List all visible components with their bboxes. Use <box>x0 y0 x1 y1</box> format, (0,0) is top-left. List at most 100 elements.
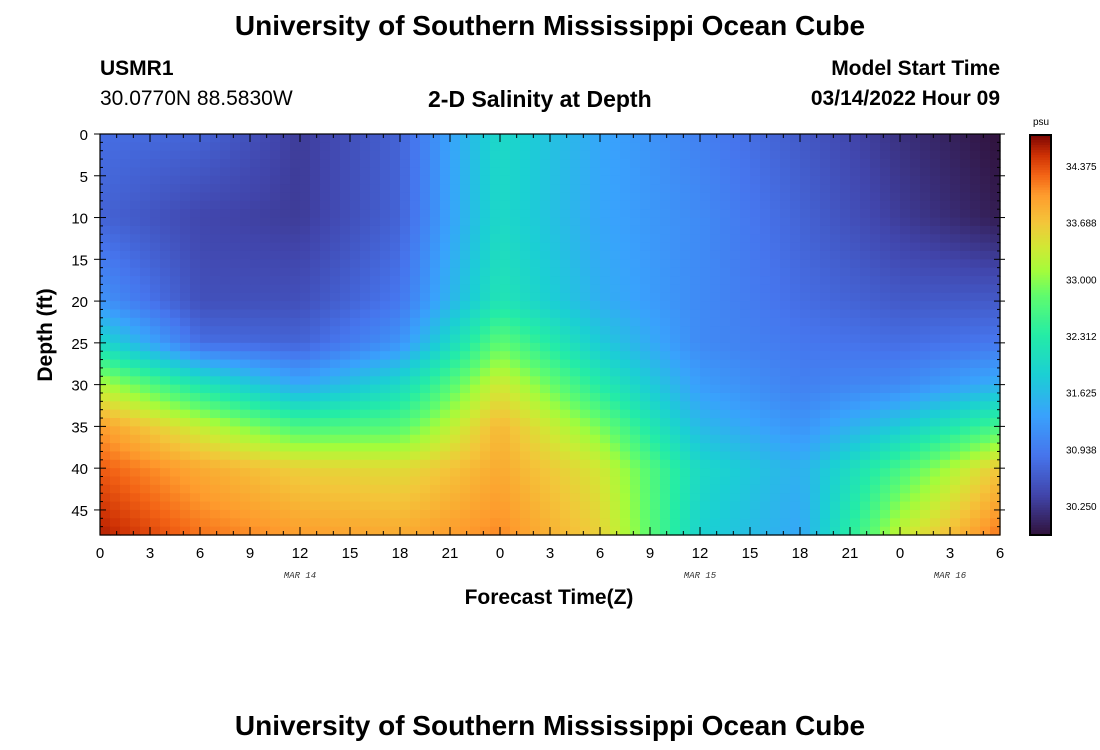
heatmap-cell <box>550 484 561 494</box>
heatmap-cell <box>980 526 991 536</box>
heatmap-cell <box>380 284 391 294</box>
heatmap-cell <box>460 142 471 152</box>
heatmap-cell <box>480 401 491 411</box>
heatmap-cell <box>860 175 871 185</box>
heatmap-cell <box>210 367 221 377</box>
heatmap-cell <box>380 418 391 427</box>
heatmap-cell <box>390 309 401 319</box>
heatmap-cell <box>910 242 921 252</box>
colorbar-swatch <box>1030 522 1051 526</box>
heatmap-cell <box>870 426 881 436</box>
heatmap-cell <box>220 493 231 503</box>
heatmap-cell <box>130 217 141 227</box>
heatmap-cell <box>220 276 231 285</box>
heatmap-cell <box>520 493 531 503</box>
heatmap-cell <box>820 359 831 369</box>
heatmap-cell <box>310 150 321 160</box>
heatmap-cell <box>170 225 181 235</box>
heatmap-cell <box>520 225 531 235</box>
heatmap-cell <box>850 134 861 143</box>
heatmap-cell <box>560 426 571 436</box>
heatmap-cell <box>200 175 211 185</box>
heatmap-cell <box>610 317 621 327</box>
heatmap-cell <box>950 501 961 511</box>
heatmap-cell <box>270 284 281 294</box>
heatmap-cell <box>180 459 191 469</box>
heatmap-cell <box>150 309 161 319</box>
heatmap-cell <box>630 326 641 336</box>
heatmap-cell <box>770 342 781 352</box>
heatmap-cell <box>870 451 881 461</box>
heatmap-cell <box>520 376 531 386</box>
heatmap-cell <box>170 267 181 277</box>
heatmap-cell <box>130 276 141 285</box>
heatmap-cell <box>470 409 481 419</box>
heatmap-cell <box>110 142 121 152</box>
heatmap-cell <box>930 501 941 511</box>
heatmap-cell <box>400 476 411 486</box>
heatmap-cell <box>740 334 751 344</box>
heatmap-cell <box>870 284 881 294</box>
heatmap-cell <box>770 167 781 177</box>
heatmap-cell <box>350 301 361 311</box>
heatmap-cell <box>400 267 411 277</box>
heatmap-cell <box>580 434 591 444</box>
heatmap-cell <box>760 250 771 260</box>
heatmap-cell <box>650 359 661 369</box>
heatmap-cell <box>350 284 361 294</box>
heatmap-cell <box>230 518 241 528</box>
heatmap-cell <box>120 509 131 519</box>
heatmap-cell <box>930 259 941 269</box>
heatmap-cell <box>290 351 301 361</box>
heatmap-cell <box>120 134 131 143</box>
heatmap-cell <box>500 384 511 394</box>
heatmap-cell <box>270 150 281 160</box>
heatmap-cell <box>170 242 181 252</box>
heatmap-cell <box>980 384 991 394</box>
heatmap-cell <box>380 267 391 277</box>
heatmap-cell <box>200 267 211 277</box>
heatmap-cell <box>850 401 861 411</box>
heatmap-cell <box>230 409 241 419</box>
heatmap-cell <box>690 200 701 210</box>
heatmap-cell <box>730 476 741 486</box>
heatmap-cell <box>940 225 951 235</box>
heatmap-cell <box>500 468 511 478</box>
heatmap-cell <box>940 317 951 327</box>
heatmap-cell <box>250 167 261 177</box>
heatmap-cell <box>240 150 251 160</box>
heatmap-cell <box>660 359 671 369</box>
heatmap-cell <box>700 409 711 419</box>
colorbar-swatch <box>1030 427 1051 431</box>
heatmap-cell <box>680 451 691 461</box>
heatmap-cell <box>680 443 691 453</box>
heatmap-cell <box>790 518 801 528</box>
heatmap-cell <box>830 493 841 503</box>
heatmap-cell <box>760 209 771 219</box>
heatmap-cell <box>820 401 831 411</box>
heatmap-cell <box>200 242 211 252</box>
heatmap-cell <box>110 292 121 302</box>
heatmap-cell <box>770 159 781 169</box>
heatmap-cell <box>620 234 631 244</box>
heatmap-cell <box>520 434 531 444</box>
heatmap-cell <box>930 426 941 436</box>
heatmap-cell <box>370 326 381 336</box>
heatmap-cell <box>900 267 911 277</box>
heatmap-cell <box>350 167 361 177</box>
heatmap-cell <box>200 509 211 519</box>
heatmap-cell <box>310 418 321 427</box>
heatmap-cell <box>610 301 621 311</box>
heatmap-cell <box>390 326 401 336</box>
colorbar-swatch <box>1030 495 1051 499</box>
heatmap-cell <box>110 301 121 311</box>
heatmap-cell <box>840 242 851 252</box>
heatmap-cell <box>990 367 1001 377</box>
heatmap-cell <box>590 376 601 386</box>
heatmap-cell <box>750 217 761 227</box>
heatmap-cell <box>800 518 811 528</box>
heatmap-cell <box>880 367 891 377</box>
heatmap-cell <box>520 459 531 469</box>
heatmap-cell <box>440 392 451 402</box>
heatmap-cell <box>380 459 391 469</box>
